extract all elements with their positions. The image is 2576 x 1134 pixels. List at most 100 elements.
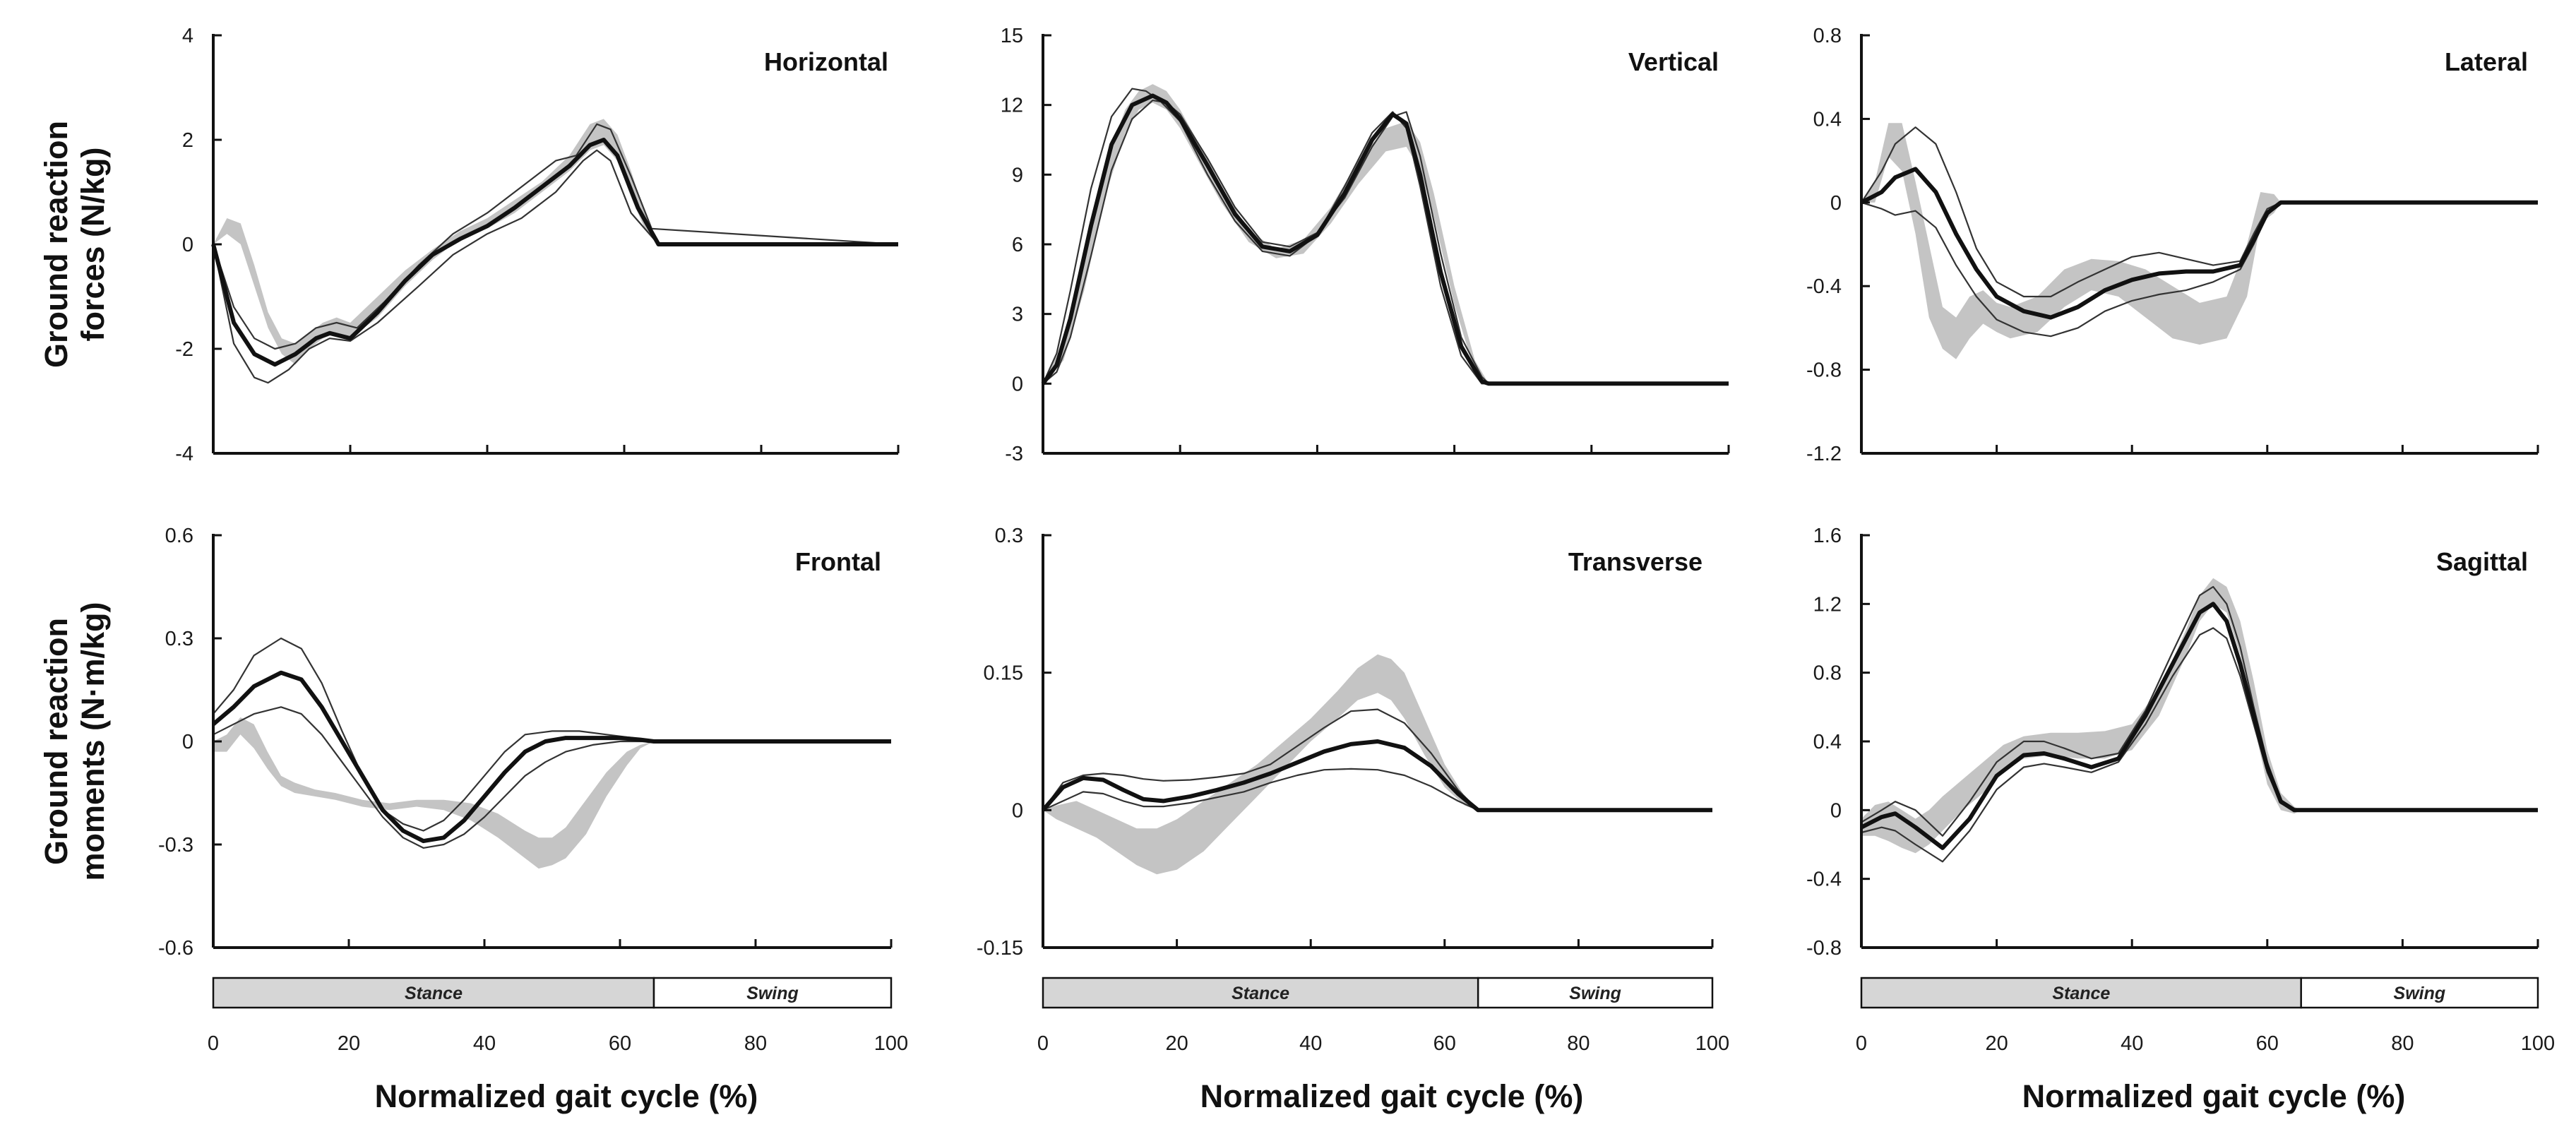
y-tick-label: -1.2 [1806, 443, 1842, 465]
mean-line [211, 138, 898, 367]
x-tick-label: 40 [2121, 1032, 2143, 1055]
reference-band [213, 119, 659, 365]
y-tick-label: 0.3 [995, 525, 1023, 547]
lower-sd-line [213, 706, 891, 849]
x-tick-label: 0 [208, 1032, 219, 1055]
y-tick-label: 2 [182, 129, 193, 152]
x-tick-label: 60 [2256, 1032, 2279, 1055]
x-tick-label: 20 [1985, 1032, 2008, 1055]
x-tick-label: 80 [2391, 1032, 2414, 1055]
mean-line [212, 670, 891, 844]
reference-band [213, 717, 654, 869]
y-tick-label: 6 [1012, 234, 1023, 256]
y-tick-label: 1.6 [1813, 525, 1842, 547]
y-tick-label: 0.8 [1813, 25, 1842, 47]
upper-sd-line [1042, 708, 1712, 811]
panel-lateral: -1.2 -0.8 -0.4 0 0.4 0.8 Lateral [1806, 25, 2539, 465]
panel-horizontal: -4 -2 0 2 4 Horizontal Ground reactionforces (… [38, 25, 900, 465]
y-axis-label-line: Ground reaction [38, 618, 74, 865]
y-tick-label: 4 [182, 25, 193, 47]
x-axis-label: Normalized gait cycle (%) [2022, 1078, 2406, 1114]
x-tick-label: 20 [1165, 1032, 1188, 1055]
y-tick-label: -0.4 [1806, 275, 1842, 298]
panel-title: Sagittal [2436, 547, 2528, 576]
y-tick-label: 3 [1012, 304, 1023, 326]
y-tick-label: 0.8 [1813, 662, 1842, 685]
y-tick-label: 0 [182, 731, 193, 753]
x-axis-label: Normalized gait cycle (%) [375, 1078, 758, 1114]
reference-band [1861, 578, 2301, 854]
x-tick-label: 40 [473, 1032, 496, 1055]
panel-title: Transverse [1568, 547, 1703, 576]
panel-title: Lateral [2445, 47, 2528, 76]
x-tick-label: 40 [1299, 1032, 1322, 1055]
y-tick-label: 0 [182, 234, 193, 256]
x-tick-label: 60 [609, 1032, 631, 1055]
y-tick-label: -2 [175, 338, 193, 361]
y-axis-label-line: Ground reaction [38, 121, 74, 368]
mean-line [1860, 602, 2538, 850]
y-tick-label: 12 [1001, 95, 1023, 117]
y-tick-label: 0 [1012, 373, 1023, 395]
mean-line [1041, 93, 1729, 386]
upper-sd-line [213, 637, 891, 832]
x-axis-label: Normalized gait cycle (%) [1200, 1078, 1584, 1114]
x-tick-label: 100 [2521, 1032, 2555, 1055]
panel-transverse: -0.15 0 0.15 0.3 Transverse Stance Swing 0 20 40 6… [977, 525, 1729, 1114]
y-tick-label: -3 [1005, 443, 1023, 465]
mean-line [1041, 739, 1712, 813]
stance-label: Stance [405, 984, 463, 1003]
stance-bar [212, 977, 655, 1009]
reference-band [1043, 654, 1479, 875]
y-axis-label-line: forces (N/kg) [75, 147, 111, 341]
x-tick-label: 0 [1856, 1032, 1867, 1055]
x-tick-label: 100 [1695, 1032, 1729, 1055]
upper-sd-line [1861, 126, 2538, 298]
x-tick-label: 80 [1567, 1032, 1590, 1055]
y-tick-label: 0 [1830, 192, 1842, 215]
panel-title: Horizontal [764, 47, 888, 76]
swing-bar [1477, 977, 1714, 1009]
stance-label: Stance [1232, 984, 1289, 1003]
panel-frontal: -0.6 -0.3 0 0.3 0.6 Frontal Ground reactionmom… [38, 525, 908, 1114]
mean-line [1860, 167, 2538, 320]
swing-label: Swing [1569, 984, 1621, 1003]
y-tick-label: -0.8 [1806, 937, 1842, 960]
y-tick-label: 0.4 [1813, 731, 1842, 753]
y-tick-label: -0.15 [977, 937, 1023, 960]
reference-band [1861, 123, 2281, 359]
x-tick-label: 0 [1037, 1032, 1049, 1055]
y-axis-label-line: moments (N·m/kg) [75, 602, 111, 881]
lower-sd-line [212, 149, 898, 384]
upper-sd-line [1042, 88, 1729, 385]
x-tick-label: 100 [874, 1032, 908, 1055]
y-tick-label: -0.6 [158, 937, 193, 960]
swing-label: Swing [2394, 984, 2446, 1003]
y-axis-label: Ground reactionforces (N/kg) [38, 121, 111, 368]
y-tick-label: 0.15 [984, 662, 1023, 685]
swing-label: Swing [746, 984, 799, 1003]
y-tick-label: 0.3 [165, 628, 193, 650]
lower-sd-line [1042, 100, 1729, 385]
panel-sagittal: -0.8 -0.4 0 0.4 0.8 1.2 1.6 Sagittal Stance Swing… [1806, 525, 2555, 1114]
x-tick-label: 60 [1433, 1032, 1456, 1055]
y-tick-label: -4 [175, 443, 193, 465]
panel-vertical: -3 0 3 6 9 12 15 Vertical [1001, 25, 1730, 465]
y-tick-label: 15 [1001, 25, 1023, 47]
y-tick-label: 0 [1012, 799, 1023, 822]
y-tick-label: 0.4 [1813, 108, 1842, 131]
x-tick-label: 20 [338, 1032, 360, 1055]
panel-title: Vertical [1628, 47, 1719, 76]
lower-sd-line [1042, 768, 1712, 811]
upper-sd-line [212, 123, 899, 350]
stance-bar [1042, 977, 1479, 1009]
y-tick-label: 9 [1012, 164, 1023, 186]
y-tick-label: -0.4 [1806, 869, 1842, 891]
y-tick-label: 0.6 [165, 525, 193, 547]
y-tick-label: -0.3 [158, 834, 193, 857]
stance-bar [1860, 977, 2302, 1009]
x-tick-label: 80 [744, 1032, 767, 1055]
swing-bar [2300, 977, 2539, 1009]
stance-label: Stance [2052, 984, 2110, 1003]
